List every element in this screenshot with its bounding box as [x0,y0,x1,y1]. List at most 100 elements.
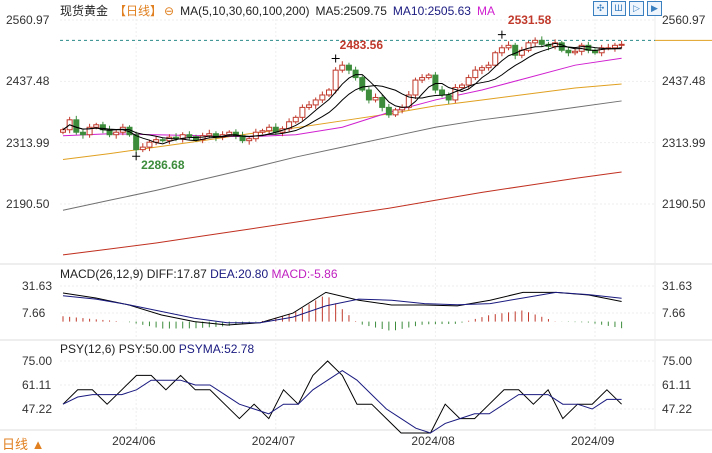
next-icon[interactable]: ▶ [647,1,662,16]
candle-up [372,96,379,101]
candle-down [159,139,166,142]
candle-down [345,64,352,71]
candle-up [259,130,266,133]
candle-up [319,94,326,101]
candle-up [146,141,153,148]
psy-tick-right: 47.22 [662,402,693,416]
psy-title: PSY(12,6) [60,342,116,356]
candle-down [379,96,386,108]
ma5-line [62,42,622,145]
ma10-value: MA10:2505.63 [392,4,471,18]
psy-tick-left: 47.22 [22,402,53,416]
candle-up [611,44,618,49]
candle-up [292,116,299,123]
candle-down [193,136,199,141]
psy-header: PSY(12,6) PSY:50.00 PSYMA:52.78 [60,342,254,356]
candle-up [485,64,492,69]
psy-label: PSY:50.00 [118,342,176,356]
candle-up [60,129,66,133]
x-tick-label: 2024/06 [112,434,156,448]
candle-down [538,39,545,45]
candle-up [478,67,485,71]
crosshair-icon[interactable]: ✣ [593,1,608,16]
candle-up [452,87,459,101]
candle-up [286,121,293,130]
price-marker [497,30,506,39]
ma60-line [62,83,622,161]
psy-tick-left: 75.00 [22,354,53,368]
candle-down [79,131,86,136]
candle-up [505,44,512,49]
macd-tick-left: 7.66 [22,305,46,320]
annotation-low: 2286.68 [141,158,185,173]
candle-down [512,44,519,56]
y-tick-label-right: 2437.48 [662,74,706,89]
ma5-value: MA5:2509.75 [315,4,387,18]
candle-up [618,43,625,46]
candle-up [392,109,399,116]
candle-up [206,133,213,137]
y-tick-label-right: 2313.99 [662,135,706,150]
candlestick-icon[interactable]: Ш [611,1,626,16]
candle-up [525,42,532,51]
candle-up [412,79,419,96]
ma200-line [62,171,622,256]
dea-label: DEA:20.80 [210,267,269,281]
psy-tick-left: 61.11 [22,378,52,392]
macd-tick-right: 7.66 [662,305,686,320]
candle-down [439,89,446,96]
psyma-line [62,369,622,434]
diff-line [62,291,622,326]
x-tick-label: 2024/07 [251,434,296,448]
ma30-line [62,57,622,138]
candle-down [565,49,572,54]
psy-line [62,360,622,434]
settings-circle-icon[interactable]: ⊖ [164,4,175,18]
y-tick-label-left: 2190.50 [6,197,50,211]
macd-tick-right: 31.63 [662,279,693,294]
candle-up [459,84,465,89]
ma10-line [62,46,622,142]
candle-down [359,77,366,91]
diff-label: DIFF:17.87 [146,267,207,281]
candle-up [339,64,346,71]
annotation-mid_high: 2483.56 [339,38,384,53]
candle-up [572,50,579,54]
chart-indicator-icon[interactable]: ▷ [629,1,644,16]
candle-up [326,89,332,96]
ma-more: MA [476,4,495,18]
period-label[interactable]: 【日线】 [114,4,163,18]
macd-label: MACD:-5.86 [271,267,338,281]
y-tick-label-left: 2560.97 [6,13,50,27]
instrument-name: 现货黄金 [60,4,109,18]
candle-down [352,69,359,79]
candle-up [419,77,426,81]
psy-tick-right: 61.11 [662,378,692,392]
price-marker [331,54,340,63]
candle-up [465,77,472,86]
y-tick-label-left: 2313.99 [6,135,50,150]
candle-up [93,124,100,128]
candle-down [432,74,439,91]
psyma-label: PSYMA:52.78 [178,342,255,356]
candle-up [266,126,273,132]
candle-up [139,146,146,151]
candle-up [472,69,479,79]
candle-up [312,99,319,106]
candle-up [532,39,539,44]
ma100-line [62,100,622,211]
candle-up [332,69,339,91]
macd-header: MACD(26,12,9) DIFF:17.87 DEA:20.80 MACD:… [60,267,338,281]
candle-down [186,134,193,138]
candle-up [246,138,253,142]
candle-up [113,131,120,136]
candle-up [86,126,93,136]
x-tick-label: 2024/09 [571,434,615,448]
candle-down [365,89,372,101]
candle-down [133,134,140,151]
period-button[interactable]: 日线 ▲ [2,437,45,452]
ma-label: MA(5,10,30,60,100,200) [180,4,310,18]
y-tick-label-left: 2437.48 [6,74,50,89]
y-tick-label-right: 2560.97 [662,13,706,27]
